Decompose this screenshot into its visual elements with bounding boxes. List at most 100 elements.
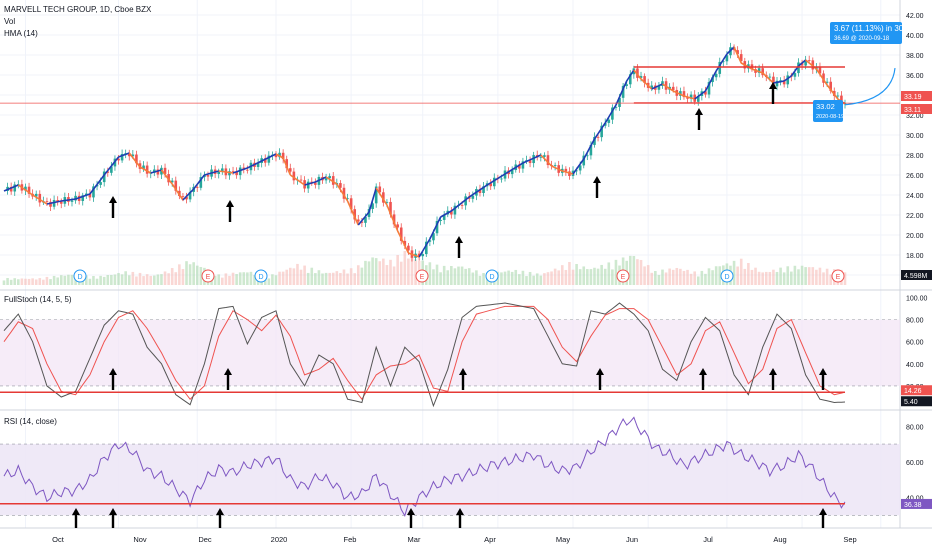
projection-curve [844, 68, 896, 106]
candle-body [92, 186, 95, 198]
dividend-marker-label: D [489, 274, 494, 281]
volume-bar [142, 276, 145, 285]
hma-segment [99, 174, 105, 181]
dividend-marker-label: D [724, 274, 729, 281]
candle-body [618, 97, 621, 107]
hma-segment [39, 198, 44, 203]
candle-body [396, 224, 399, 228]
candle-body [135, 154, 138, 164]
candle-body [772, 76, 775, 87]
price-axis-tick-label: 42.00 [906, 13, 924, 20]
candle-body [614, 106, 618, 108]
hma-segment [71, 198, 76, 201]
candle-body [671, 86, 675, 90]
hma-segment [135, 161, 141, 168]
hma-segment [608, 110, 614, 118]
hma-segment [396, 230, 402, 239]
hma-segment [662, 83, 667, 88]
candle-body [382, 192, 385, 203]
volume-bar [693, 271, 696, 285]
volume-bar [45, 276, 49, 285]
volume-bar [682, 270, 686, 285]
hma-segment [583, 151, 589, 160]
volume-bar [471, 272, 475, 285]
candle-body [120, 153, 124, 161]
hma-segment [475, 189, 481, 193]
hma-segment [547, 161, 553, 167]
hma-segment [336, 183, 342, 191]
price-axis-tick-label: 26.00 [906, 173, 924, 180]
stoch-band [0, 319, 900, 386]
volume-bar [800, 265, 804, 285]
candle-body [489, 183, 493, 187]
hma-segment [508, 168, 513, 173]
candle-body [360, 221, 364, 223]
callout-down-box [813, 100, 843, 122]
candle-body [840, 95, 843, 105]
time-axis[interactable]: Oct Nov Dec 2020 Feb Mar Apr May Jun Jul Aug Sep [52, 535, 857, 544]
volume-bar [235, 274, 238, 285]
hma-segment [454, 204, 459, 209]
volume-bar [747, 263, 750, 285]
hma-segment [103, 170, 109, 176]
hma-segment [150, 171, 155, 174]
volume-bar [31, 278, 34, 285]
volume-bar [278, 271, 281, 285]
volume-bar [528, 271, 532, 285]
volume-bar [42, 279, 45, 285]
hma-segment [479, 186, 484, 191]
volume-bar [231, 272, 235, 285]
candle-body [389, 201, 392, 215]
hma-segment [590, 138, 596, 147]
candle-body [804, 60, 807, 66]
candle-body [52, 200, 56, 207]
hma-segment [404, 245, 410, 254]
volume-bar [328, 272, 331, 285]
time-axis-tick-label: Oct [52, 535, 65, 544]
volume-bar [246, 272, 249, 285]
time-axis-tick-label: Jul [703, 535, 713, 544]
candle-body [761, 68, 764, 76]
hma-segment [361, 215, 367, 222]
candle-body [174, 180, 178, 191]
hma-segment [565, 171, 570, 174]
hma-segment [701, 90, 706, 95]
hma-segment [776, 80, 781, 84]
hma-segment [193, 183, 198, 190]
volume-bar [382, 258, 385, 285]
volume-bar [349, 268, 353, 285]
time-axis-tick-label: Dec [198, 535, 212, 544]
volume-bar [303, 265, 306, 285]
hma-segment [450, 207, 456, 212]
hma-segment [815, 68, 821, 75]
arrow-head [819, 368, 827, 375]
volume-bar [378, 261, 382, 285]
candle-body [575, 170, 578, 172]
hma-segment [436, 216, 442, 225]
volume-bar [102, 276, 106, 285]
volume-bar [750, 269, 754, 285]
volume-bar [249, 271, 253, 285]
candle-body [553, 165, 557, 166]
hma-segment [758, 70, 763, 74]
candle-body [611, 107, 614, 120]
volume-bar [679, 268, 682, 285]
candle-body [221, 168, 224, 172]
candle-body [392, 214, 396, 225]
volume-bar [428, 262, 432, 285]
volume-tag: 4.598M [904, 273, 928, 280]
volume-bar [700, 270, 704, 285]
candle-body [518, 164, 521, 169]
volume-bar [149, 275, 153, 285]
hma-segment [408, 252, 413, 256]
price-axis-tick-label: 24.00 [906, 193, 924, 200]
callout-projection[interactable]: 3.67 (11.13%) in 30d 36.69 @ 2020-09-18 … [813, 22, 908, 122]
volume-bar [314, 273, 317, 285]
candle-body [256, 162, 260, 167]
price-axis-tick-label: 18.00 [906, 253, 924, 260]
hma-segment [379, 193, 385, 200]
hma-segment [171, 183, 177, 190]
stoch-label: FullStoch (14, 5, 5) [4, 295, 72, 304]
